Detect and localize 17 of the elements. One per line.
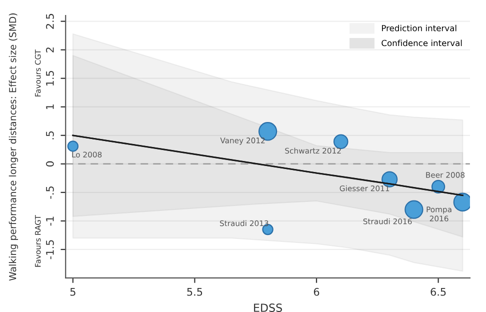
y-tick-label: -.5 xyxy=(46,186,54,199)
y-tick-label: 2.5 xyxy=(46,14,54,29)
x-tick-label: 6 xyxy=(314,288,320,296)
y-tick-label: 2 xyxy=(46,48,54,52)
legend-label: Prediction interval xyxy=(382,24,456,32)
y-tick-label: .5 xyxy=(46,131,54,140)
y-tick-label: 1.5 xyxy=(46,70,54,86)
y-axis-title: Walking performance longer distances: Effect size (SMD) xyxy=(8,13,18,281)
x-axis-title: EDSS xyxy=(254,304,282,312)
x-tick-label: 5 xyxy=(70,288,76,296)
legend-label: Confidence interval xyxy=(382,40,462,46)
x-tick-label: 5.5 xyxy=(187,288,202,296)
x-tick-label: 6.5 xyxy=(430,288,446,296)
y-tick-label: 0 xyxy=(46,161,54,167)
y-tick-label: -1.5 xyxy=(46,240,54,260)
y-tick-label: -1 xyxy=(46,216,54,226)
y-tick-label: 1 xyxy=(46,104,54,110)
